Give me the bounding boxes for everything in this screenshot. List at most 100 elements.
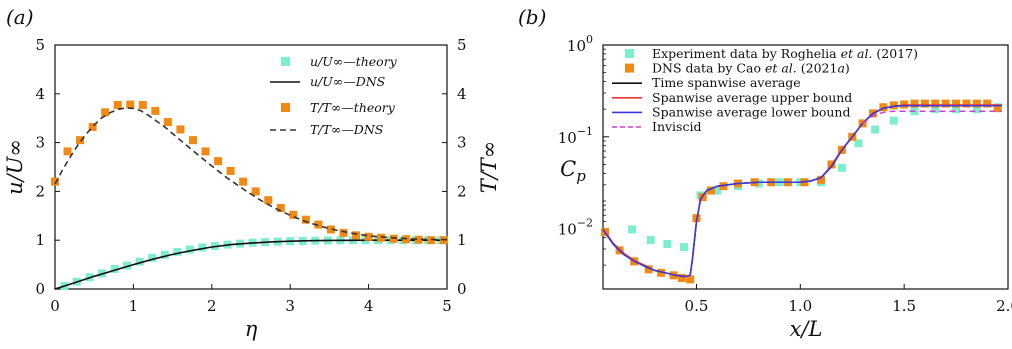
- data-point: [188, 136, 197, 145]
- legend-label: u/U∞—theory: [310, 54, 398, 69]
- series-inviscid: [862, 110, 1002, 125]
- data-point: [837, 163, 846, 172]
- data-point: [148, 253, 157, 262]
- data-point: [364, 232, 373, 241]
- data-point: [663, 240, 672, 249]
- legend-label: T/T∞—DNS: [310, 122, 383, 137]
- y-tick-label-right: 2: [457, 182, 467, 200]
- data-point: [931, 105, 940, 114]
- y-tick-label-left: 4: [35, 85, 45, 103]
- data-point: [326, 225, 335, 234]
- legend-label: Time spanwise average: [652, 75, 801, 90]
- x-tick-label: 0.5: [685, 297, 709, 315]
- data-point: [289, 210, 298, 219]
- data-point: [51, 177, 59, 186]
- data-point: [110, 264, 119, 273]
- x-tick-label: 0: [50, 297, 60, 315]
- y-tick-label-right: 3: [457, 134, 467, 152]
- data-point: [754, 179, 763, 188]
- data-point: [276, 203, 285, 212]
- legend-marker: [625, 63, 634, 73]
- data-point: [173, 247, 182, 256]
- panel-b-xlabel: x/L: [790, 317, 823, 341]
- series-u-u-theory: [60, 236, 445, 291]
- data-point: [646, 236, 655, 245]
- data-point: [707, 186, 715, 195]
- data-point: [123, 261, 132, 270]
- legend-label: Spanwise average upper bound: [652, 90, 852, 105]
- panel-b-legend: Experiment data by Roghelia et al. (2017…: [612, 46, 918, 134]
- data-point: [160, 250, 169, 259]
- y-tick-label: 100: [567, 33, 593, 55]
- series-t-t-dns: [54, 107, 448, 241]
- x-tick-label: 1.5: [892, 297, 916, 315]
- y-tick-label-right: 4: [457, 85, 467, 103]
- data-point: [719, 182, 728, 191]
- panel-a-frame: [54, 44, 448, 290]
- data-point: [686, 275, 695, 284]
- data-point: [113, 101, 122, 110]
- data-point: [377, 233, 386, 242]
- data-point: [101, 108, 110, 117]
- data-point: [931, 99, 940, 108]
- legend-marker: [281, 57, 290, 66]
- y-tick-label-left: 5: [35, 36, 45, 54]
- data-point: [952, 105, 961, 114]
- data-point: [871, 125, 880, 134]
- y-tick-label-right: 5: [457, 36, 467, 54]
- y-tick-label-left: 2: [35, 182, 45, 200]
- data-point: [889, 101, 898, 110]
- data-point: [239, 177, 248, 186]
- panel-a-ylabel-right: T/T∞: [477, 141, 501, 194]
- legend-label: Experiment data by Roghelia et al. (2017…: [652, 46, 918, 61]
- data-point: [677, 273, 686, 282]
- series-line: [54, 107, 448, 241]
- data-point: [301, 215, 310, 224]
- data-point: [414, 235, 423, 244]
- data-point: [983, 99, 992, 108]
- x-tick-label: 2.0: [996, 297, 1012, 315]
- data-point: [63, 147, 72, 156]
- data-point: [185, 245, 194, 254]
- panel-a: (a) 0 1 2 3 4 50 01 12 23 34 45 5 η u/U∞ T/T∞ u/U∞—…: [3, 5, 501, 341]
- data-point: [135, 257, 144, 266]
- panel-b-ylabel-text: C: [560, 157, 576, 181]
- data-point: [76, 136, 85, 145]
- panel-a-series: [51, 100, 448, 291]
- data-point: [920, 99, 929, 108]
- legend-marker: [281, 103, 290, 112]
- data-point: [910, 99, 919, 108]
- data-point: [201, 147, 210, 156]
- data-point: [314, 220, 323, 229]
- data-point: [680, 243, 688, 252]
- data-point: [226, 166, 235, 175]
- x-tick-label: 3: [285, 297, 295, 315]
- x-tick-label: 1.0: [788, 297, 812, 315]
- panel-a-legend: u/U∞—theory u/U∞—DNS T/T∞—theory T/T∞—DNS: [270, 54, 398, 137]
- y-tick-label: 10−1: [558, 125, 593, 147]
- legend-marker: [625, 49, 634, 58]
- data-point: [817, 175, 826, 184]
- data-point: [628, 225, 637, 234]
- data-point: [713, 186, 722, 195]
- data-point: [854, 139, 863, 148]
- panel-b: (b) 0.5 1.0 1.5 2.0 100 10−1 10−2 x/L Cp Exper…: [518, 5, 1012, 341]
- panel-a-label: (a): [6, 5, 34, 29]
- data-point: [993, 104, 1002, 113]
- data-point: [138, 101, 147, 110]
- y-tick-label-left: 3: [35, 134, 45, 152]
- series-line: [862, 110, 1002, 125]
- data-point: [972, 99, 981, 108]
- series-t-t-theory: [51, 100, 448, 245]
- data-point: [352, 231, 361, 240]
- panel-a-xlabel: η: [245, 317, 258, 341]
- data-point: [176, 125, 185, 134]
- legend-label: T/T∞—theory: [310, 100, 396, 115]
- panel-b-ylabel-sub: p: [576, 167, 586, 185]
- data-point: [214, 157, 223, 166]
- data-point: [88, 122, 97, 131]
- x-tick-label: 4: [364, 297, 374, 315]
- panel-b-frame: [602, 44, 1009, 290]
- legend-label: u/U∞—DNS: [310, 74, 385, 89]
- legend-label: Inviscid: [652, 119, 701, 134]
